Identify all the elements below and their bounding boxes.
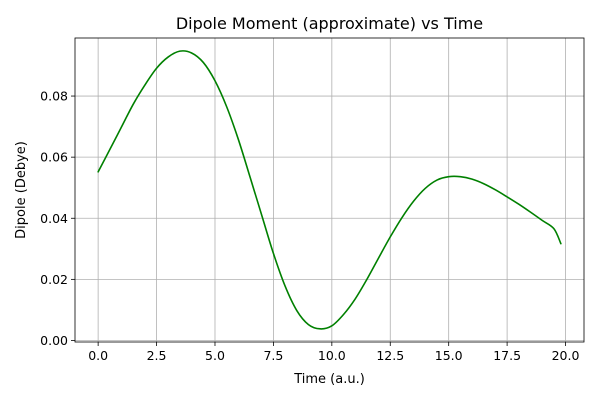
x-tick-label: 7.5 bbox=[263, 348, 283, 363]
chart-title: Dipole Moment (approximate) vs Time bbox=[176, 14, 483, 33]
x-tick-label: 17.5 bbox=[493, 348, 521, 363]
y-axis-label: Dipole (Debye) bbox=[14, 141, 29, 239]
y-tick-label: 0.06 bbox=[40, 150, 68, 165]
x-tick-label: 20.0 bbox=[552, 348, 580, 363]
series-layer bbox=[97, 50, 562, 330]
plot-frame bbox=[74, 37, 585, 343]
x-tick-label: 5.0 bbox=[205, 348, 225, 363]
grid-lines bbox=[75, 38, 584, 342]
y-tick-label: 0.00 bbox=[40, 333, 68, 348]
x-tick-label: 15.0 bbox=[435, 348, 463, 363]
series-line-dipole bbox=[97, 50, 562, 330]
x-tick-label: 2.5 bbox=[147, 348, 167, 363]
x-axis-label: Time (a.u.) bbox=[293, 372, 365, 387]
x-axis-ticks: 0.0 2.5 5.0 7.5 10.0 12.5 15.0 17.5 20.0 bbox=[88, 342, 579, 363]
x-tick-label: 0.0 bbox=[88, 348, 108, 363]
y-axis-ticks: 0.00 0.02 0.04 0.06 0.08 bbox=[40, 89, 75, 348]
y-tick-label: 0.02 bbox=[40, 272, 68, 287]
x-tick-label: 10.0 bbox=[318, 348, 346, 363]
x-tick-label: 12.5 bbox=[376, 348, 404, 363]
y-tick-label: 0.04 bbox=[40, 211, 68, 226]
y-tick-label: 0.08 bbox=[40, 89, 68, 104]
